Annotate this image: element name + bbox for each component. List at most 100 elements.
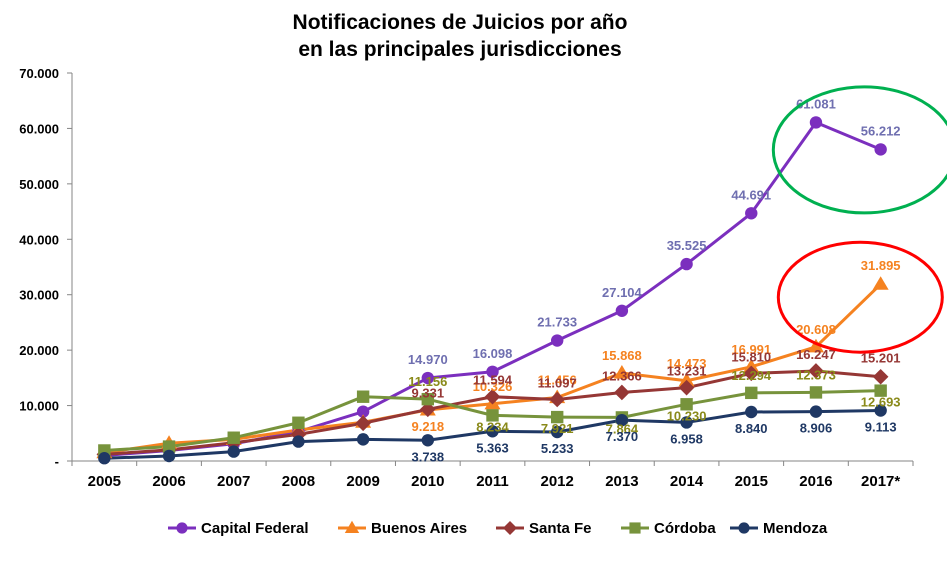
data-point	[162, 449, 176, 463]
data-label: 7.921	[541, 421, 574, 436]
data-point	[355, 415, 371, 432]
data-label: 21.733	[537, 315, 577, 330]
x-tick-label: 2006	[152, 473, 185, 490]
data-label: 35.525	[667, 238, 707, 253]
data-point	[550, 334, 564, 347]
data-label: 7.370	[606, 429, 639, 444]
data-label: 13.231	[667, 364, 707, 379]
data-point	[227, 445, 240, 458]
data-point	[486, 409, 499, 422]
data-label: 8.234	[476, 419, 509, 434]
data-label: 31.895	[861, 258, 901, 273]
data-point	[420, 401, 436, 418]
data-point	[421, 371, 435, 385]
data-point	[98, 452, 111, 465]
data-label: 9.113	[865, 419, 897, 434]
data-label: 9.331	[412, 385, 445, 400]
x-tick-label: 2011	[476, 473, 509, 490]
data-point	[615, 304, 629, 317]
y-tick-label: 10.000	[19, 399, 59, 414]
data-point	[550, 425, 564, 439]
data-point	[808, 363, 824, 379]
data-label: 11.097	[538, 375, 577, 390]
data-label: 20.608	[796, 322, 836, 337]
data-label: 16.247	[796, 347, 836, 362]
data-point	[549, 391, 565, 408]
data-point	[615, 413, 629, 427]
data-point	[745, 405, 758, 419]
legend-marker	[344, 520, 360, 534]
data-label: 5.363	[476, 440, 509, 455]
annotations	[771, 85, 947, 354]
data-point	[550, 410, 564, 424]
chart-title-line-2: en las principales jurisdicciones	[298, 38, 621, 61]
data-point	[809, 386, 823, 399]
legend-label: Mendoza	[763, 520, 828, 537]
y-tick-label: 70.000	[19, 66, 59, 81]
data-label: 27.104	[602, 285, 643, 300]
data-label: 12.294	[731, 368, 772, 383]
data-label: 3.738	[412, 449, 445, 464]
data-point	[484, 388, 501, 405]
data-label: 44.691	[731, 187, 771, 202]
data-label: 16.098	[473, 346, 513, 361]
data-point	[807, 338, 824, 353]
data-point	[809, 116, 823, 129]
data-label: 8.840	[735, 421, 768, 436]
data-point	[356, 405, 370, 418]
data-label: 56.212	[861, 123, 901, 138]
data-label: 11.456	[538, 373, 577, 388]
chart-title-line-1: Notificaciones de Juicios por año	[293, 11, 628, 34]
data-point	[680, 416, 693, 429]
data-point	[680, 398, 693, 411]
data-label: 12.693	[861, 395, 901, 410]
x-tick-label: 2017*	[861, 473, 900, 490]
legend: Capital Federal Buenos Aires Santa Fe Córdo…	[168, 520, 828, 537]
data-point	[874, 143, 887, 156]
legend-marker	[176, 522, 188, 534]
legend-label: Santa Fe	[529, 520, 592, 537]
data-label: 14.473	[667, 356, 707, 371]
x-tick-label: 2013	[605, 473, 638, 490]
data-label: 11.156	[408, 374, 447, 389]
data-point	[292, 416, 305, 429]
data-label: 16.991	[731, 342, 771, 357]
data-point	[356, 390, 370, 403]
data-label: 9.218	[412, 419, 445, 434]
y-tick-label: 20.000	[19, 343, 59, 358]
highlight-ellipse-red	[776, 240, 944, 354]
data-point	[680, 257, 693, 271]
legend-marker	[738, 522, 750, 534]
data-point	[162, 440, 176, 453]
legend-label: Córdoba	[654, 520, 716, 537]
data-point	[356, 433, 370, 446]
data-point	[678, 372, 695, 387]
data-label: 15.201	[861, 351, 901, 366]
data-label: 12.373	[796, 367, 836, 382]
legend-label: Buenos Aires	[371, 520, 467, 537]
legend-marker	[629, 522, 641, 534]
x-tick-label: 2016	[799, 473, 832, 490]
data-label: 12.366	[602, 368, 642, 383]
data-point	[872, 276, 889, 290]
x-tick-label: 2007	[217, 473, 250, 490]
data-point	[809, 405, 823, 418]
data-point	[874, 384, 887, 397]
x-tick-label: 2012	[541, 473, 574, 490]
x-tick-label: 2010	[411, 473, 444, 490]
data-point	[745, 386, 758, 400]
y-tick-label: 40.000	[19, 232, 59, 247]
data-point	[292, 435, 305, 448]
data-label: 5.233	[541, 441, 574, 456]
axes: - 10.000 20.000 30.000 40.000 50.000 60.000 70.…	[19, 66, 914, 490]
data-label: 11.594	[473, 373, 513, 388]
data-point	[745, 207, 758, 220]
data-point	[678, 379, 695, 396]
data-label: 7.864	[606, 421, 639, 436]
data-label: 6.958	[670, 431, 703, 446]
series-markers	[96, 116, 889, 465]
x-tick-label: 2014	[670, 473, 704, 490]
data-point	[421, 434, 435, 447]
x-tick-label: 2005	[88, 473, 121, 490]
